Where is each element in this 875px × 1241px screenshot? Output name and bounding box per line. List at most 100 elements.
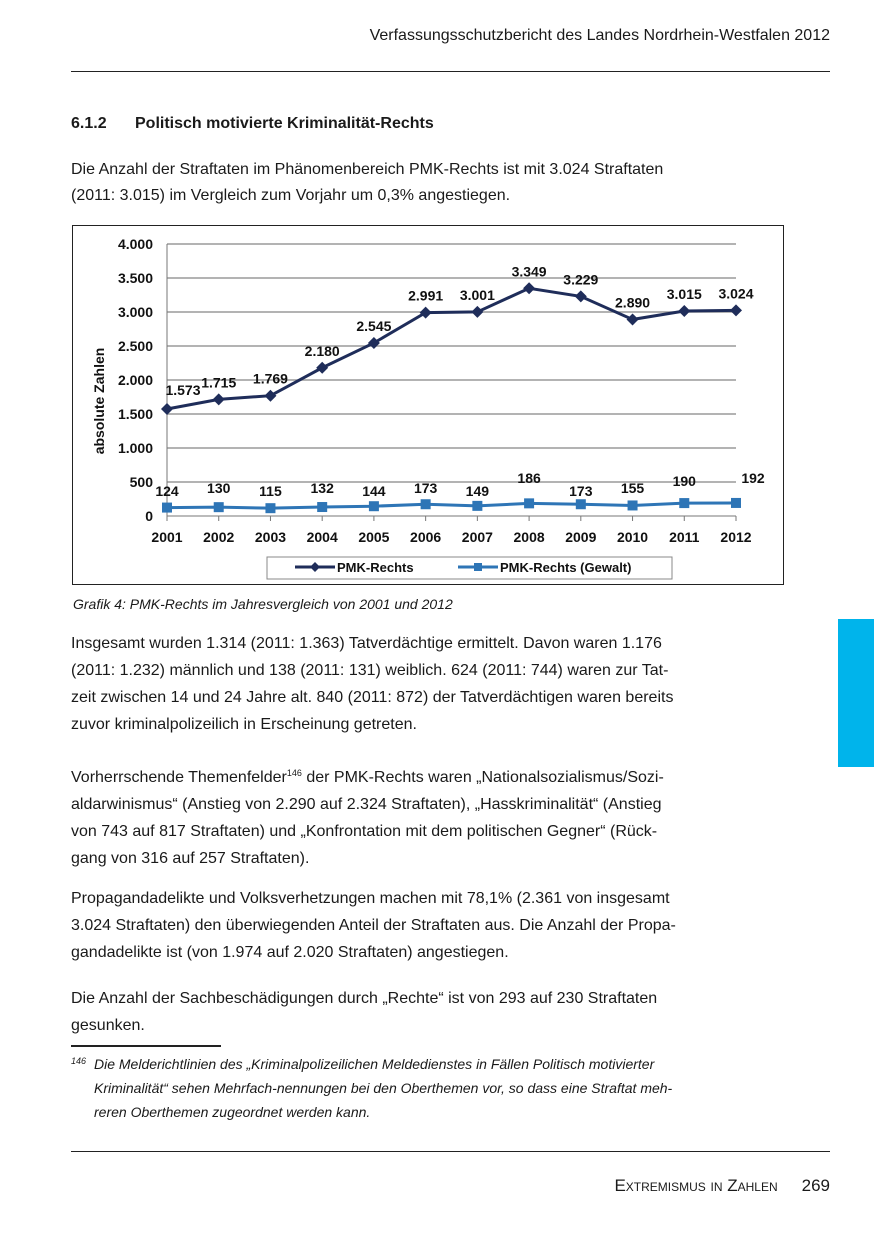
- text-line: reren Oberthemen zugeordnet werden kann.: [94, 1104, 371, 1120]
- data-label: 2.180: [305, 343, 340, 359]
- legend-marker: [310, 562, 320, 572]
- data-label: 2.890: [615, 294, 650, 310]
- footnote-reference[interactable]: 146: [286, 768, 302, 778]
- paragraph-damage: Die Anzahl der Sachbeschädigungen durch …: [71, 985, 791, 1039]
- data-label: 173: [569, 483, 593, 499]
- text-line: 3.024 Straftaten) den überwiegenden Ante…: [71, 917, 676, 934]
- paragraph-topics: Vorherrschende Themenfelder146 der PMK-R…: [71, 760, 791, 872]
- y-tick-label: 2.500: [118, 338, 153, 354]
- y-tick-label: 1.000: [118, 440, 153, 456]
- data-point-marker: [524, 498, 535, 509]
- legend-label: PMK-Rechts: [337, 560, 414, 575]
- data-label: 155: [621, 480, 645, 496]
- data-point-marker: [731, 497, 741, 508]
- data-point-marker: [212, 393, 225, 406]
- chart-frame: 0 500 1.000 1.500 2.000 2.500 3.000 3.500 4.000 2…: [72, 225, 784, 585]
- x-tick-label: 2011: [669, 529, 700, 545]
- data-point-marker: [471, 305, 484, 318]
- legend-label: PMK-Rechts (Gewalt): [500, 560, 631, 575]
- data-label: 144: [362, 483, 386, 499]
- running-header: Verfassungsschutzbericht des Landes Nord…: [369, 27, 830, 44]
- page-footer: Extremismus in Zahlen 269: [614, 1176, 830, 1196]
- text-line: (2011: 3.015) im Vergleich zum Vorjahr u…: [71, 187, 511, 204]
- footer-section: Extremismus in Zahlen: [614, 1176, 778, 1195]
- text-line: (2011: 1.232) männlich und 138 (2011: 13…: [71, 662, 669, 679]
- text-line: Die Anzahl der Straftaten im Phänomenber…: [71, 161, 664, 178]
- data-label: 190: [673, 473, 697, 489]
- data-point-marker: [368, 501, 379, 512]
- y-tick-label: 2.000: [118, 372, 153, 388]
- text-line: gesunken.: [71, 1017, 145, 1034]
- data-label: 3.015: [667, 286, 702, 302]
- data-point-marker: [730, 304, 742, 317]
- text-line: Die Anzahl der Sachbeschädigungen durch …: [71, 990, 658, 1007]
- data-point-marker: [162, 502, 172, 513]
- section-number: 6.1.2: [71, 115, 107, 132]
- data-point-marker: [523, 282, 536, 295]
- data-label: 2.991: [408, 288, 443, 304]
- text-span: der PMK-Rechts waren „Nationalsozialismu…: [301, 769, 664, 786]
- data-point-marker: [575, 499, 586, 510]
- x-tick-label: 2008: [514, 529, 545, 545]
- text-span: Vorherrschende Themenfelder: [71, 769, 287, 786]
- x-tick-label: 2012: [720, 529, 751, 545]
- x-tick-label: 2006: [410, 529, 441, 545]
- figure-caption: Grafik 4: PMK-Rechts im Jahresvergleich …: [73, 596, 453, 612]
- data-label: 132: [311, 480, 335, 496]
- footnote-number: 146: [71, 1056, 87, 1066]
- x-tick-label: 2002: [203, 529, 234, 545]
- section-heading: 6.1.2 Politisch motivierte Kriminalität-R…: [71, 115, 434, 133]
- text-line: zeit zwischen 14 und 24 Jahre alt. 840 (…: [71, 689, 674, 706]
- y-tick-label: 4.000: [118, 236, 153, 252]
- y-axis-title: absolute Zahlen: [91, 348, 107, 455]
- data-label: 115: [259, 483, 282, 499]
- x-tick-label: 2007: [462, 529, 493, 545]
- text-line: von 743 auf 817 Straftaten) und „Konfron…: [71, 823, 658, 840]
- x-tick-label: 2009: [565, 529, 596, 545]
- y-tick-label: 0: [145, 508, 153, 524]
- data-label: 130: [207, 480, 231, 496]
- series-line-gewalt: [166, 501, 737, 510]
- text-line: gandadelikte ist (von 1.974 auf 2.020 St…: [71, 944, 509, 961]
- data-label: 1.769: [253, 371, 288, 387]
- data-label: 3.349: [512, 263, 547, 279]
- data-point-marker: [161, 403, 173, 416]
- y-tick-label: 3.000: [118, 304, 153, 320]
- paragraph-propaganda: Propagandadelikte und Volksverhetzungen …: [71, 885, 791, 966]
- data-label: 149: [466, 483, 490, 499]
- data-label: 1.715: [201, 374, 236, 390]
- data-point-marker: [420, 499, 431, 510]
- data-point-marker: [574, 290, 587, 303]
- intro-paragraph: Die Anzahl der Straftaten im Phänomenber…: [71, 157, 791, 209]
- data-label: 3.001: [460, 287, 495, 303]
- page-number: 269: [801, 1176, 830, 1195]
- text-line: Vorherrschende Themenfelder146 der PMK-R…: [71, 760, 791, 791]
- line-chart: 0 500 1.000 1.500 2.000 2.500 3.000 3.500 4.000 2…: [91, 236, 765, 580]
- data-point-marker: [678, 304, 691, 317]
- data-point-marker: [317, 502, 328, 513]
- x-tick-label: 2010: [617, 529, 648, 545]
- text-line: Insgesamt wurden 1.314 (2011: 1.363) Tat…: [71, 635, 662, 652]
- series-line-pmk-rechts: [166, 286, 737, 411]
- text-line: Die Melderichtlinien des „Kriminalpolize…: [94, 1056, 655, 1072]
- footer-rule: [71, 1151, 830, 1152]
- text-line: Kriminalität“ sehen Mehrfach-nennungen b…: [94, 1080, 673, 1096]
- y-tick-label: 500: [130, 474, 154, 490]
- paragraph-suspects: Insgesamt wurden 1.314 (2011: 1.363) Tat…: [71, 630, 791, 738]
- text-line: gang von 316 auf 257 Straftaten).: [71, 850, 310, 867]
- section-title: Politisch motivierte Kriminalität-Rechts: [135, 115, 434, 132]
- header-rule: [71, 71, 830, 72]
- data-label: 173: [414, 480, 438, 496]
- y-tick-label: 1.500: [118, 406, 153, 422]
- text-line: zuvor kriminalpolizeilich in Erscheinung…: [71, 716, 417, 733]
- data-label: 2.545: [356, 318, 391, 334]
- legend-marker: [474, 563, 482, 571]
- text-line: Propagandadelikte und Volksverhetzungen …: [71, 890, 670, 907]
- footnote: 146 Die Melderichtlinien des „Kriminalpo…: [71, 1052, 672, 1124]
- x-tick-label: 2004: [307, 529, 338, 545]
- footnote-rule: [71, 1045, 221, 1047]
- data-label: 186: [517, 470, 541, 486]
- data-point-marker: [419, 306, 432, 319]
- data-point-marker: [264, 389, 277, 402]
